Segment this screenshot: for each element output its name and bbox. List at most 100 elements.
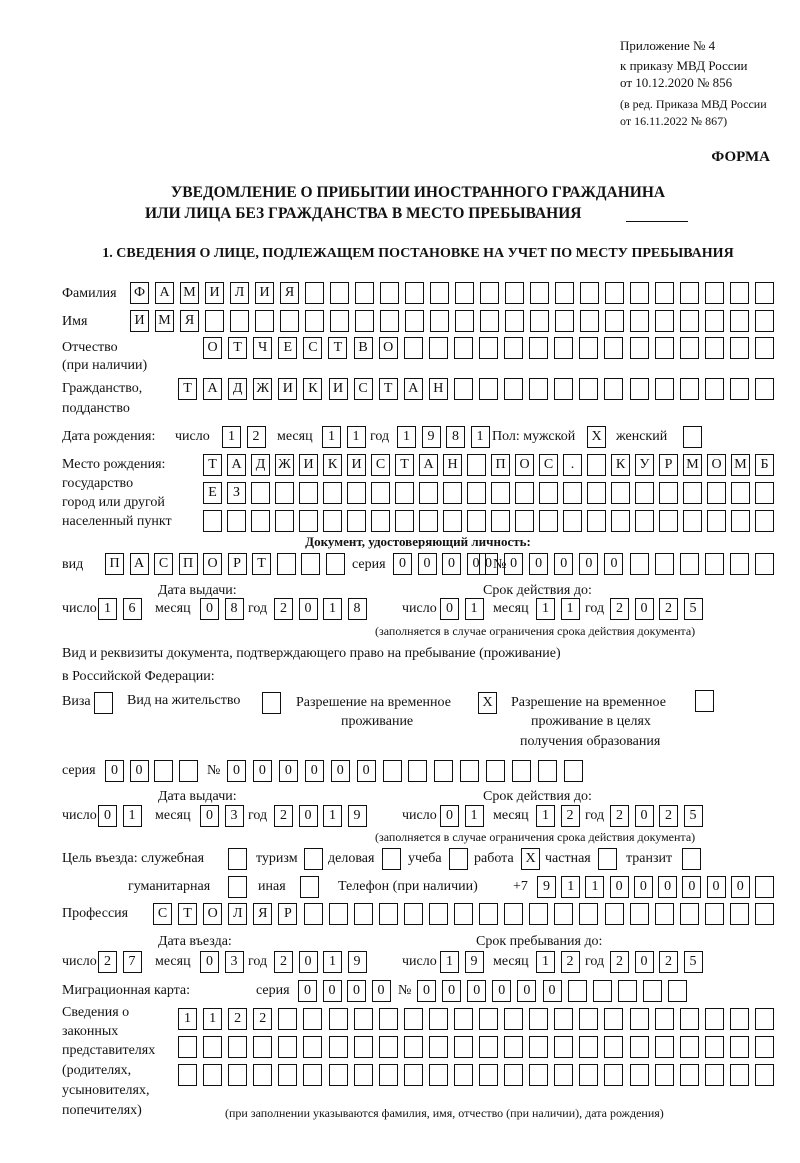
char-box[interactable] bbox=[443, 510, 462, 532]
char-box[interactable]: 2 bbox=[610, 951, 629, 973]
char-box[interactable] bbox=[434, 760, 454, 782]
char-box[interactable] bbox=[679, 903, 699, 925]
char-box[interactable] bbox=[704, 378, 724, 400]
char-box[interactable]: 1 bbox=[98, 598, 117, 620]
char-box[interactable] bbox=[730, 310, 749, 332]
char-box[interactable]: З bbox=[227, 482, 246, 504]
char-box[interactable]: С bbox=[153, 903, 172, 925]
char-box[interactable] bbox=[278, 1036, 298, 1058]
char-box[interactable] bbox=[505, 282, 524, 304]
char-box[interactable]: 0 bbox=[682, 876, 702, 898]
char-box[interactable] bbox=[642, 980, 662, 1002]
char-box[interactable] bbox=[729, 337, 749, 359]
char-box[interactable] bbox=[679, 1008, 699, 1030]
char-box[interactable] bbox=[276, 553, 296, 575]
char-box[interactable] bbox=[480, 310, 499, 332]
char-box[interactable] bbox=[428, 903, 448, 925]
char-box[interactable]: 0 bbox=[529, 553, 549, 575]
char-box[interactable] bbox=[704, 553, 724, 575]
char-box[interactable] bbox=[479, 1064, 499, 1086]
char-box[interactable] bbox=[504, 337, 524, 359]
char-box[interactable]: 8 bbox=[446, 426, 465, 448]
char-box[interactable]: 2 bbox=[560, 805, 580, 827]
char-box[interactable] bbox=[453, 378, 473, 400]
char-box[interactable] bbox=[731, 510, 750, 532]
char-box[interactable] bbox=[554, 337, 574, 359]
char-box[interactable]: 1 bbox=[323, 598, 342, 620]
char-box[interactable] bbox=[755, 1064, 774, 1086]
char-box[interactable] bbox=[205, 310, 224, 332]
char-box[interactable]: У bbox=[635, 454, 654, 476]
char-box[interactable] bbox=[504, 378, 524, 400]
char-box[interactable]: Н bbox=[443, 454, 462, 476]
char-box[interactable]: М bbox=[155, 310, 174, 332]
char-box[interactable] bbox=[299, 510, 318, 532]
char-box[interactable] bbox=[554, 903, 574, 925]
char-box[interactable]: М bbox=[683, 454, 702, 476]
char-box[interactable]: И bbox=[205, 282, 224, 304]
char-box[interactable] bbox=[755, 310, 774, 332]
char-box[interactable] bbox=[455, 310, 474, 332]
char-box[interactable]: 0 bbox=[417, 553, 437, 575]
char-box[interactable] bbox=[605, 310, 624, 332]
char-box[interactable] bbox=[635, 510, 654, 532]
char-box[interactable] bbox=[382, 848, 401, 870]
char-box[interactable] bbox=[587, 482, 606, 504]
char-box[interactable] bbox=[303, 1036, 323, 1058]
char-box[interactable] bbox=[230, 310, 249, 332]
char-box[interactable] bbox=[683, 482, 702, 504]
char-box[interactable] bbox=[538, 760, 558, 782]
char-box[interactable] bbox=[403, 1008, 423, 1030]
char-box[interactable] bbox=[654, 1064, 674, 1086]
char-box[interactable]: О bbox=[203, 553, 222, 575]
char-box[interactable] bbox=[598, 848, 617, 870]
char-box[interactable] bbox=[353, 1064, 373, 1086]
char-box[interactable] bbox=[228, 876, 247, 898]
char-box[interactable]: 0 bbox=[298, 805, 318, 827]
char-box[interactable] bbox=[755, 482, 774, 504]
char-box[interactable] bbox=[579, 1008, 599, 1030]
char-box[interactable] bbox=[683, 426, 702, 448]
char-box[interactable]: Т bbox=[228, 337, 248, 359]
char-box[interactable]: X bbox=[478, 692, 497, 714]
char-box[interactable] bbox=[605, 282, 624, 304]
char-box[interactable] bbox=[251, 510, 270, 532]
char-box[interactable]: 0 bbox=[129, 760, 149, 782]
place-blank-line[interactable] bbox=[626, 221, 688, 222]
char-box[interactable]: И bbox=[278, 378, 298, 400]
char-box[interactable] bbox=[629, 1036, 649, 1058]
char-box[interactable]: И bbox=[299, 454, 318, 476]
char-box[interactable] bbox=[395, 510, 414, 532]
char-box[interactable]: Ф bbox=[130, 282, 149, 304]
char-box[interactable]: 1 bbox=[323, 805, 342, 827]
char-box[interactable]: К bbox=[611, 454, 630, 476]
char-box[interactable] bbox=[455, 282, 474, 304]
char-box[interactable] bbox=[253, 1036, 273, 1058]
char-box[interactable]: 1 bbox=[464, 805, 484, 827]
char-box[interactable] bbox=[592, 980, 612, 1002]
char-box[interactable] bbox=[629, 1064, 649, 1086]
char-box[interactable] bbox=[382, 760, 402, 782]
char-box[interactable] bbox=[491, 482, 510, 504]
char-box[interactable] bbox=[154, 760, 173, 782]
char-box[interactable]: О bbox=[707, 454, 726, 476]
char-box[interactable]: О bbox=[515, 454, 534, 476]
char-box[interactable] bbox=[704, 1064, 724, 1086]
char-box[interactable] bbox=[486, 760, 506, 782]
char-box[interactable] bbox=[300, 876, 319, 898]
char-box[interactable] bbox=[654, 1008, 674, 1030]
char-box[interactable] bbox=[580, 282, 599, 304]
char-box[interactable] bbox=[228, 1036, 248, 1058]
char-box[interactable] bbox=[755, 337, 774, 359]
char-box[interactable] bbox=[505, 310, 524, 332]
char-box[interactable]: . bbox=[563, 454, 582, 476]
char-box[interactable] bbox=[579, 1064, 599, 1086]
char-box[interactable] bbox=[730, 282, 749, 304]
char-box[interactable] bbox=[453, 1036, 473, 1058]
char-box[interactable] bbox=[707, 482, 726, 504]
char-box[interactable]: А bbox=[227, 454, 246, 476]
char-box[interactable] bbox=[611, 510, 630, 532]
char-box[interactable] bbox=[430, 282, 449, 304]
char-box[interactable] bbox=[654, 1036, 674, 1058]
char-box[interactable] bbox=[325, 553, 345, 575]
